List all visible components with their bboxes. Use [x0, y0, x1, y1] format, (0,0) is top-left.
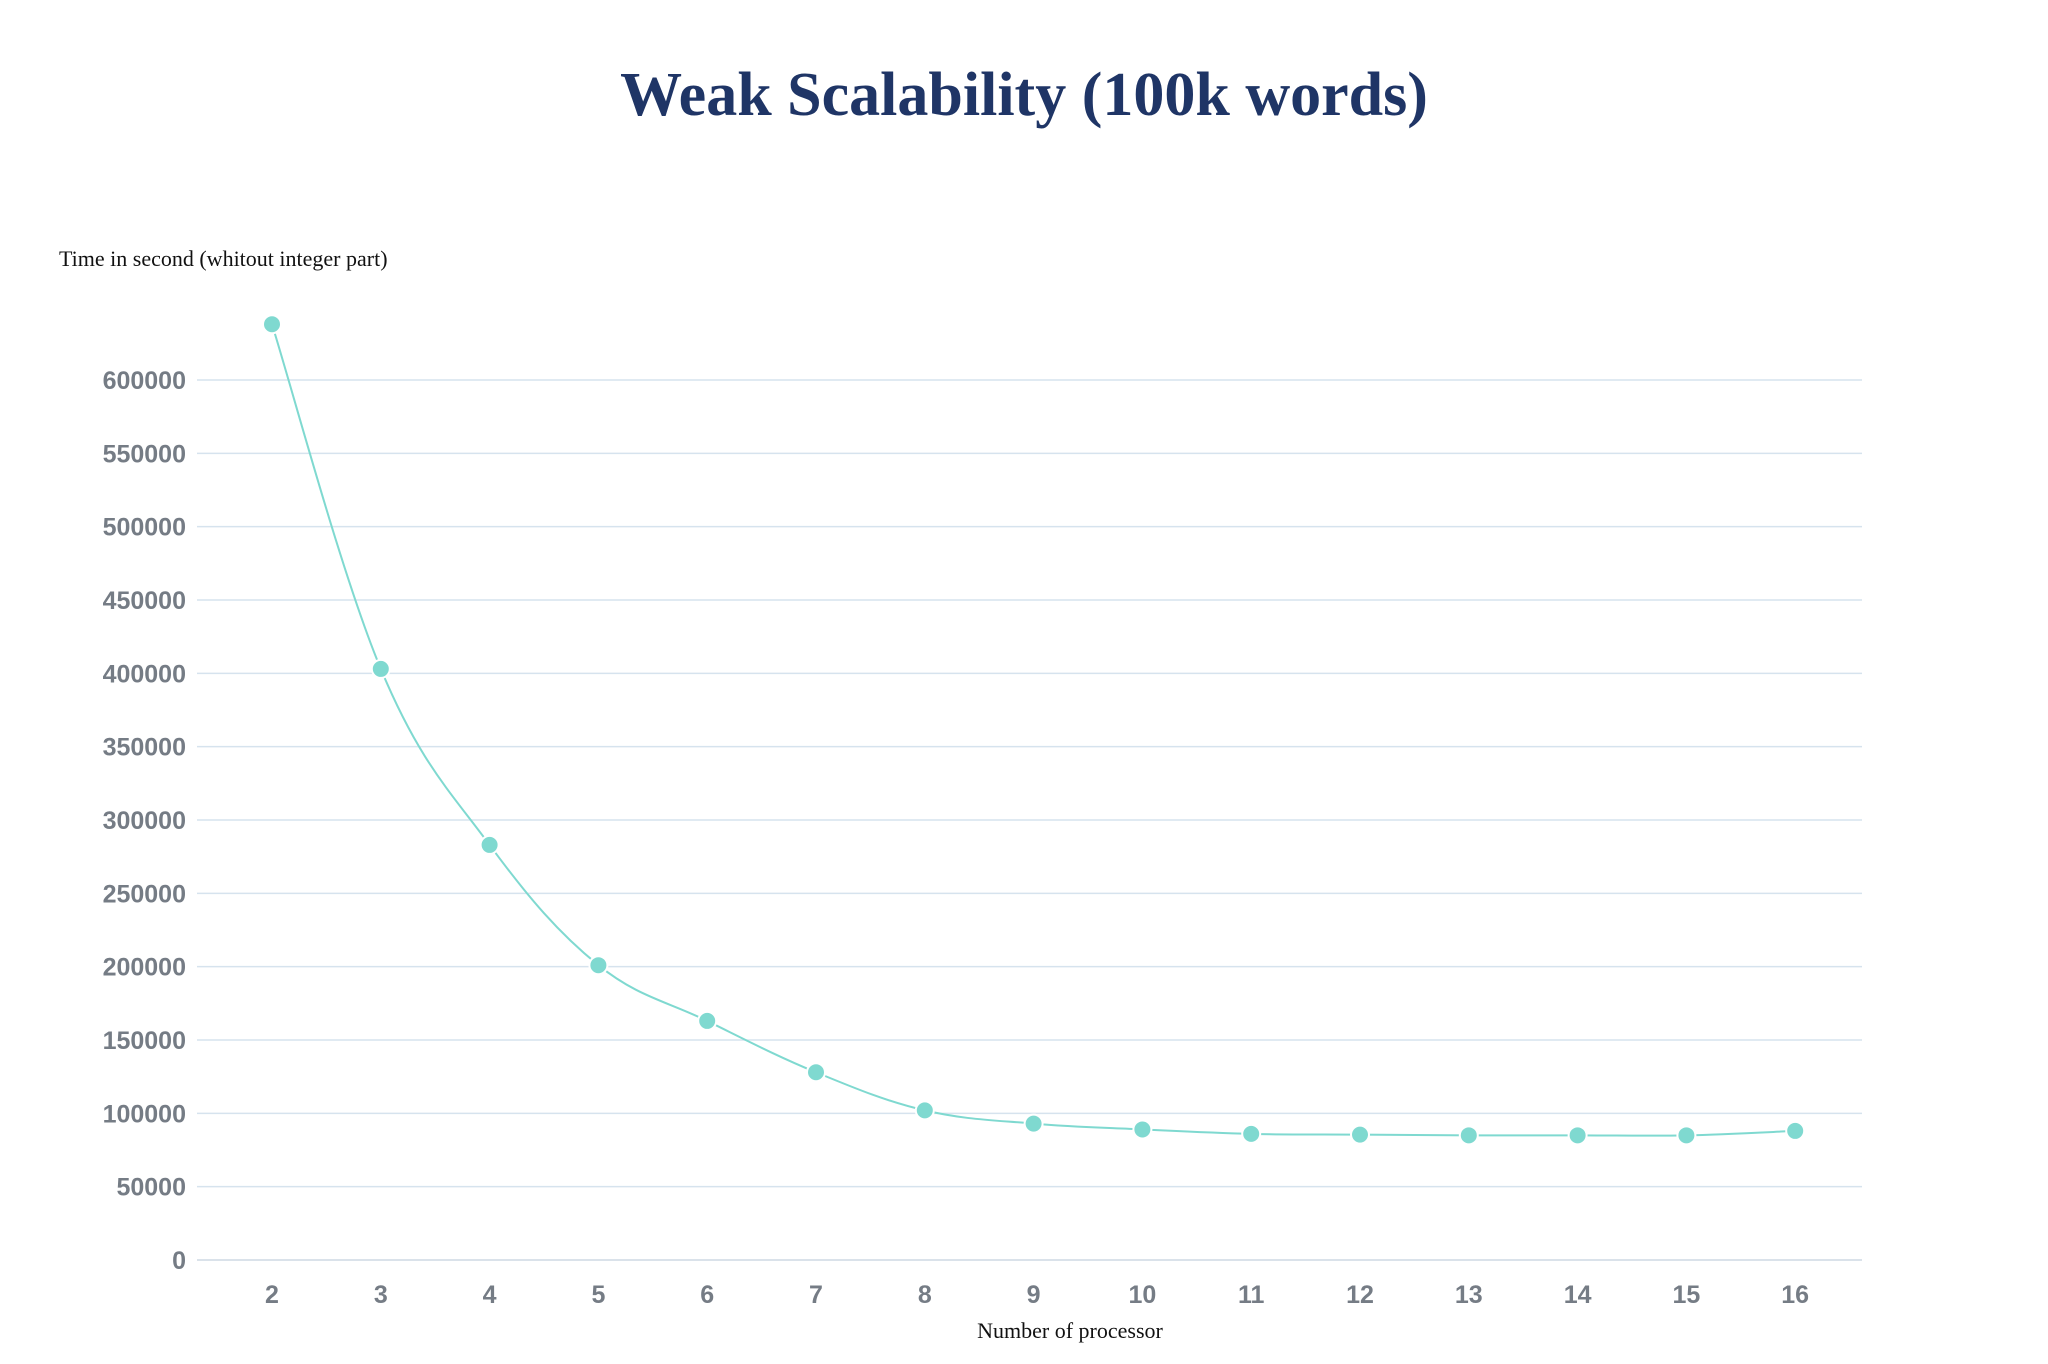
data-point[interactable]: [370, 658, 391, 679]
x-tick-label: 14: [1564, 1281, 1592, 1309]
chart-title: Weak Scalability (100k words): [620, 61, 1428, 129]
y-tick-label: 400000: [103, 660, 186, 688]
data-point[interactable]: [806, 1062, 826, 1083]
x-tick-label: 11: [1238, 1281, 1265, 1309]
data-point[interactable]: [1241, 1123, 1262, 1144]
data-point[interactable]: [1676, 1125, 1697, 1146]
data-point[interactable]: [1350, 1124, 1370, 1145]
y-axis-title: Time in second (whitout integer part): [59, 246, 388, 271]
x-tick-label: 16: [1781, 1281, 1809, 1309]
data-point[interactable]: [1785, 1120, 1806, 1141]
y-tick-label: 200000: [103, 954, 186, 982]
y-tick-label: 250000: [103, 880, 186, 908]
y-tick-label: 550000: [103, 440, 186, 468]
data-point[interactable]: [479, 834, 500, 855]
y-tick-label: 450000: [103, 587, 186, 615]
y-tick-label: 150000: [103, 1027, 186, 1055]
x-axis-title: Number of processor: [977, 1318, 1163, 1343]
y-tick-label: 50000: [116, 1174, 186, 1202]
data-point[interactable]: [262, 314, 282, 335]
y-tick-label: 600000: [103, 367, 186, 395]
data-point[interactable]: [914, 1100, 935, 1121]
y-tick-label: 350000: [103, 734, 186, 762]
x-tick-label: 2: [265, 1281, 279, 1309]
x-tick-label: 7: [809, 1281, 823, 1309]
x-tick-label: 5: [591, 1281, 605, 1309]
y-tick-label: 0: [172, 1247, 186, 1275]
data-point[interactable]: [588, 955, 609, 976]
data-point[interactable]: [1132, 1119, 1153, 1140]
x-tick-label: 8: [918, 1281, 932, 1309]
y-axis-ticks: 0 50000 100000 150000 200000 250000 300000 3500…: [103, 367, 186, 1275]
x-axis-ticks: 2 3 4 5 6 7 8 9 10 11 12 13 14 15 16: [265, 1281, 1809, 1309]
y-tick-label: 100000: [103, 1100, 186, 1128]
x-tick-label: 13: [1455, 1281, 1483, 1309]
series-line: [271, 323, 1796, 1137]
data-point[interactable]: [1567, 1125, 1588, 1146]
y-tick-label: 500000: [103, 514, 186, 542]
data-point[interactable]: [1458, 1125, 1479, 1146]
x-tick-label: 4: [483, 1281, 497, 1309]
data-point[interactable]: [1023, 1113, 1044, 1134]
x-tick-label: 12: [1346, 1281, 1374, 1309]
gridlines: [197, 379, 1862, 1261]
x-tick-label: 6: [700, 1281, 714, 1309]
y-tick-label: 300000: [103, 807, 186, 835]
series-layer: [262, 314, 1806, 1146]
x-tick-label: 3: [374, 1281, 388, 1309]
data-point[interactable]: [697, 1010, 718, 1031]
x-tick-label: 9: [1027, 1281, 1041, 1309]
x-tick-label: 10: [1128, 1281, 1156, 1309]
x-tick-label: 15: [1672, 1281, 1700, 1309]
